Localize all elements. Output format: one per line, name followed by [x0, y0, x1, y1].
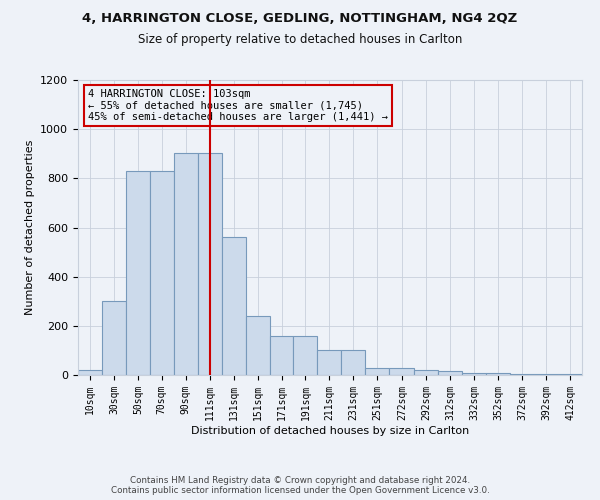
Bar — [389, 368, 415, 375]
Text: 4 HARRINGTON CLOSE: 103sqm
← 55% of detached houses are smaller (1,745)
45% of s: 4 HARRINGTON CLOSE: 103sqm ← 55% of deta… — [88, 89, 388, 122]
Bar — [439, 372, 462, 375]
Bar — [293, 336, 317, 375]
Bar — [78, 370, 102, 375]
Bar — [198, 152, 221, 375]
Bar — [510, 374, 534, 375]
Bar — [486, 372, 510, 375]
X-axis label: Distribution of detached houses by size in Carlton: Distribution of detached houses by size … — [191, 426, 469, 436]
Bar — [558, 374, 582, 375]
Bar — [365, 368, 389, 375]
Bar — [415, 370, 439, 375]
Bar — [174, 152, 198, 375]
Text: 4, HARRINGTON CLOSE, GEDLING, NOTTINGHAM, NG4 2QZ: 4, HARRINGTON CLOSE, GEDLING, NOTTINGHAM… — [82, 12, 518, 26]
Bar — [462, 372, 486, 375]
Text: Contains HM Land Registry data © Crown copyright and database right 2024.
Contai: Contains HM Land Registry data © Crown c… — [110, 476, 490, 495]
Bar — [245, 316, 269, 375]
Bar — [126, 171, 150, 375]
Bar — [150, 171, 174, 375]
Bar — [221, 238, 245, 375]
Bar — [534, 374, 558, 375]
Bar — [317, 350, 341, 375]
Bar — [269, 336, 293, 375]
Y-axis label: Number of detached properties: Number of detached properties — [25, 140, 35, 315]
Bar — [341, 350, 365, 375]
Text: Size of property relative to detached houses in Carlton: Size of property relative to detached ho… — [138, 32, 462, 46]
Bar — [102, 301, 126, 375]
